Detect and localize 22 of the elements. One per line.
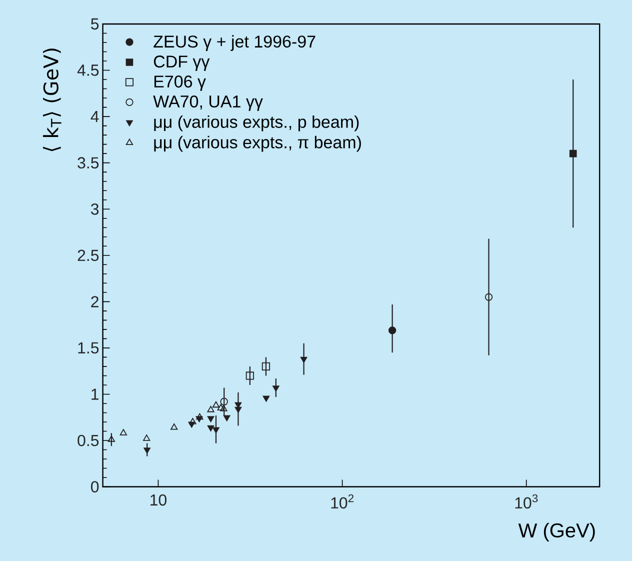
y-tick-label: 2.5: [78, 250, 99, 262]
legend-label: E706 γ: [154, 76, 206, 91]
y-tick-label: 0.5: [78, 434, 99, 446]
x-tick-label: 10$^{3}$: [515, 494, 538, 509]
y-tick-label: 1.5: [78, 342, 99, 354]
x-axis-title: W (GeV): [518, 522, 595, 542]
legend-label: CDF γγ: [154, 56, 210, 71]
y-tick-label: 2: [91, 296, 98, 308]
y-tick-label: 4.5: [77, 64, 99, 76]
legend-label: ZEUS γ + jet 1996-97: [154, 35, 316, 51]
legend-label: WA70, UA1 γγ: [153, 95, 263, 111]
y-tick-label: 0: [91, 481, 99, 492]
y-tick-label: 4: [90, 111, 99, 122]
y-tick-label: 1: [92, 388, 98, 400]
legend-label: μμ (various expts., π beam): [154, 136, 361, 152]
y-tick-label: 3: [90, 203, 99, 215]
y-tick-label: 5: [91, 18, 99, 30]
y-axis-title: ⟨ k$_{T}$⟩ (GeV): [42, 48, 62, 152]
y-tick-label: 3.5: [78, 157, 99, 168]
x-tick-label: 10: [150, 494, 166, 506]
x-tick-label: 10$^{2}$: [331, 494, 354, 509]
legend-label: μμ (various expts., p beam): [154, 115, 359, 132]
